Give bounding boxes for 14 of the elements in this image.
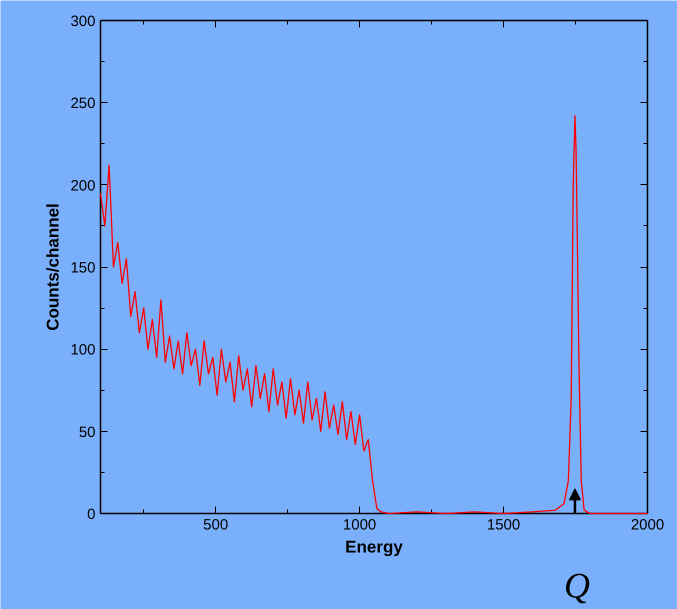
y-tick-label: 100 xyxy=(70,342,96,359)
y-tick-label: 200 xyxy=(70,177,96,194)
x-axis-title: Energy xyxy=(345,538,404,556)
x-tick-label: 1500 xyxy=(486,516,520,534)
x-tick-label: 500 xyxy=(203,516,228,534)
y-axis-title: Counts/channel xyxy=(43,203,62,331)
x-tick-label: 2000 xyxy=(630,516,664,534)
y-tick-label: 50 xyxy=(78,424,96,441)
y-tick-label: 0 xyxy=(87,506,96,523)
text: Q xyxy=(564,566,590,606)
y-tick-label: 250 xyxy=(70,95,96,112)
y-tick-label: 150 xyxy=(70,260,96,276)
y-tick-label: 300 xyxy=(70,13,96,30)
x-tick-label: 1000 xyxy=(342,516,376,534)
